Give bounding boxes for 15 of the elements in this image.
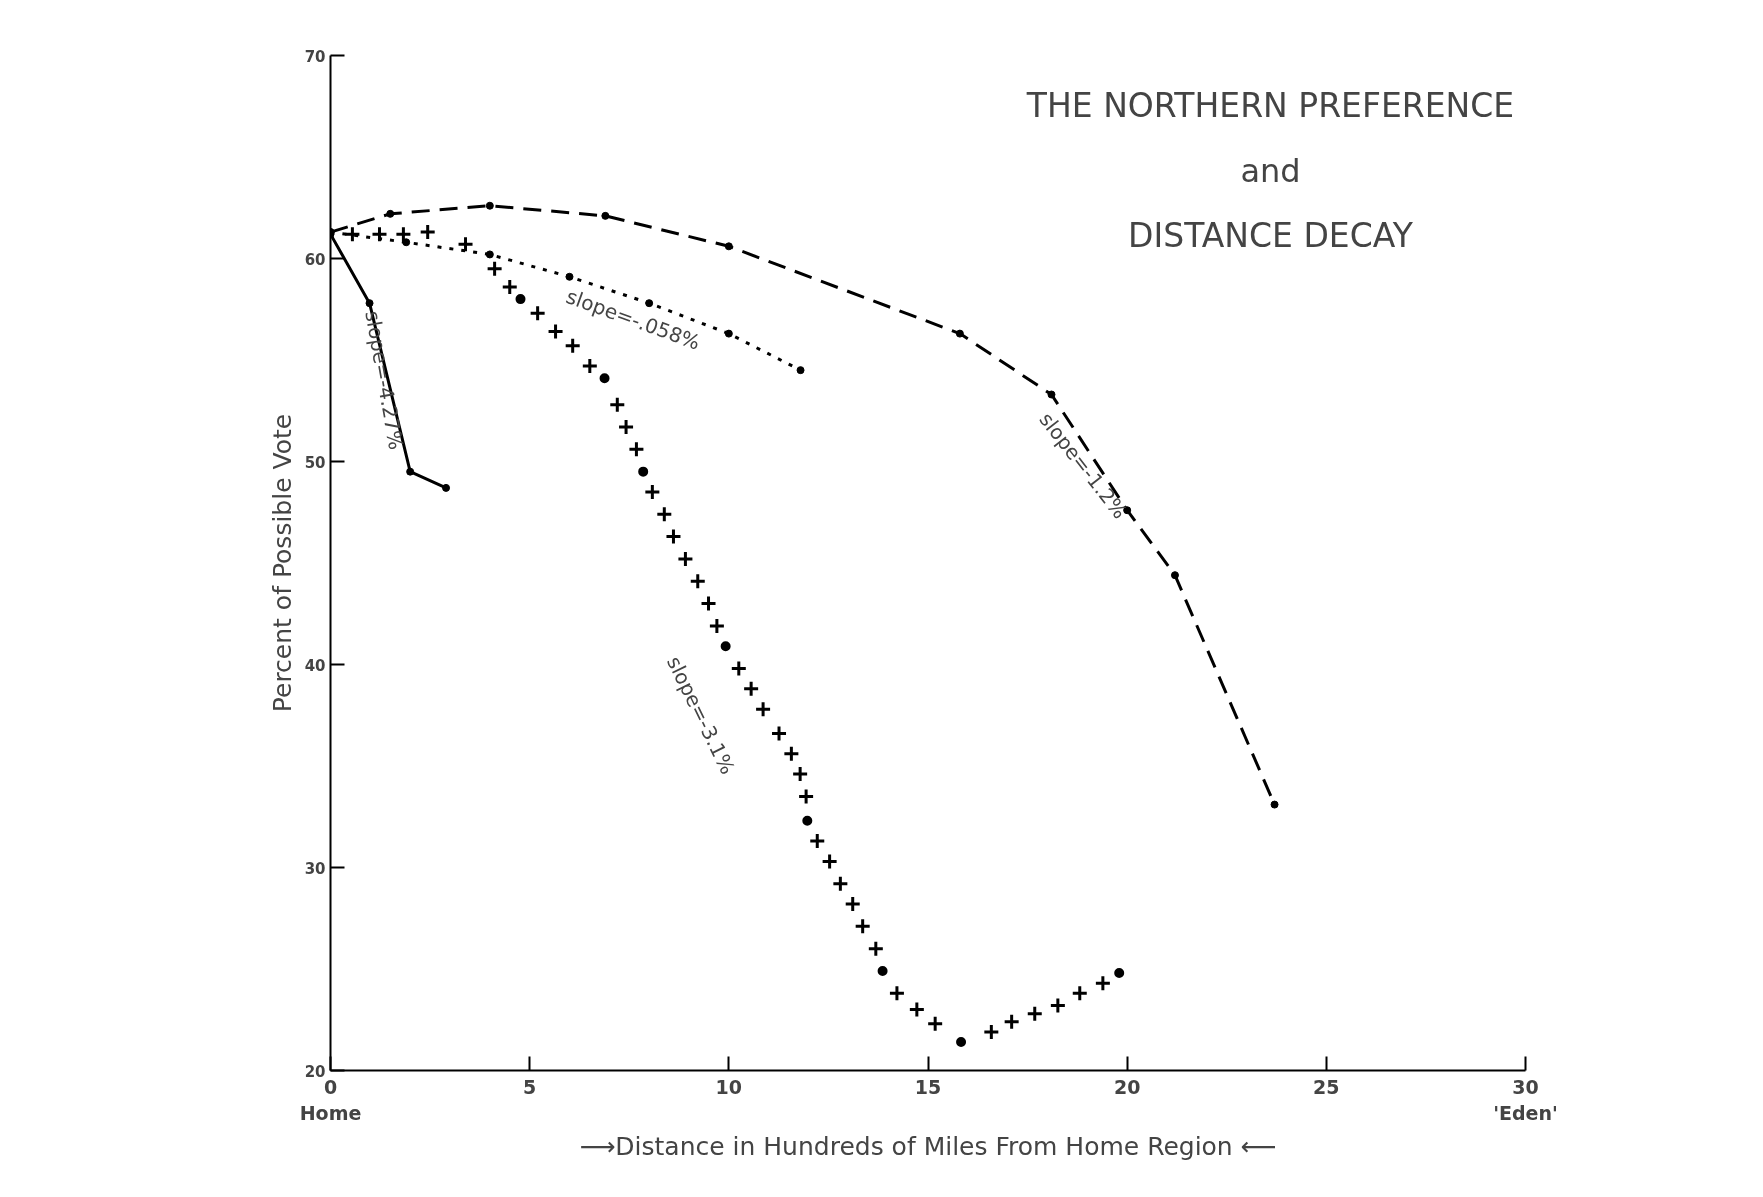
y-tick-label: 60 <box>304 250 326 269</box>
x-tick-label: 20 <box>1113 1075 1141 1098</box>
x-tick-label: 5 <box>523 1075 537 1098</box>
x-axis-title: ⟶Distance in Hundreds of Miles From Home Region ⟵ <box>579 1131 1277 1161</box>
x-tick-label: 30 'Eden' <box>1493 1075 1558 1124</box>
text: THE NORTHERN PREFERENCE and DISTANCE DECAY <box>1025 86 1515 255</box>
y-tick-label: 30 <box>304 859 326 878</box>
x-tick-label: 15 <box>914 1075 942 1098</box>
x-tick-label: 25 <box>1313 1075 1340 1098</box>
y-axis-title: Percent of Possible Vote <box>267 413 297 713</box>
x-tick-label: 10 <box>715 1075 743 1098</box>
y-tick-label: 40 <box>304 656 326 675</box>
y-tick-label: 20 <box>304 1062 326 1081</box>
y-tick-label: 70 <box>304 47 326 66</box>
y-tick-label: 50 <box>304 453 326 472</box>
